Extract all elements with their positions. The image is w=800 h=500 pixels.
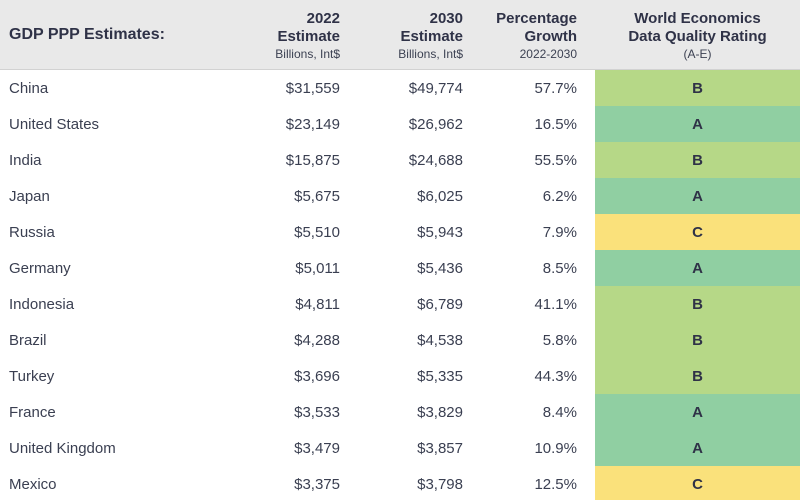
growth-value: 8.5% [542,259,577,277]
table-row: Mexico $3,375 $3,798 12.5% C [0,466,800,500]
table-row: Japan $5,675 $6,025 6.2% A [0,178,800,214]
column-header-percentage-growth: Percentage Growth 2022-2030 [463,0,577,69]
estimate-2030-value: $6,025 [417,187,463,205]
column-header-data-quality-rating: World Economics Data Quality Rating (A-E… [595,0,800,69]
column-header-subtitle: (A-E) [683,46,712,61]
table-title: GDP PPP Estimates: [9,25,165,43]
growth-value: 57.7% [534,79,577,97]
table-header-row: GDP PPP Estimates: 2022 Estimate Billion… [0,0,800,70]
estimate-2030-value: $5,943 [417,223,463,241]
growth-value: 7.9% [542,223,577,241]
column-header-line: Estimate [277,27,340,45]
rating-badge: A [595,178,800,214]
rating-badge: B [595,70,800,106]
growth-value: 41.1% [534,295,577,313]
column-header-2022-estimate: 2022 Estimate Billions, Int$ [250,0,340,69]
rating-badge: B [595,286,800,322]
estimate-2030-value: $5,335 [417,367,463,385]
estimate-2022-value: $5,011 [295,259,340,277]
growth-value: 6.2% [542,187,577,205]
column-header-line: Growth [524,27,578,45]
country-name: Indonesia [9,295,75,313]
rating-badge: A [595,394,800,430]
estimate-2022-value: $3,375 [294,475,340,493]
rating-badge: B [595,322,800,358]
rating-badge: B [595,142,800,178]
estimate-2022-value: $3,696 [294,367,340,385]
table-row: Germany $5,011 $5,436 8.5% A [0,250,800,286]
estimate-2022-value: $4,288 [294,331,340,349]
estimate-2030-value: $6,789 [417,295,463,313]
column-header-2030-estimate: 2030 Estimate Billions, Int$ [340,0,463,69]
estimate-2030-value: $4,538 [417,331,463,349]
column-header-line: Estimate [400,27,463,45]
estimate-2022-value: $31,559 [285,79,340,97]
column-header-subtitle: Billions, Int$ [275,46,340,61]
rating-badge: A [595,430,800,466]
estimate-2030-value: $3,857 [417,439,463,457]
rating-badge: C [595,214,800,250]
country-name: Turkey [9,367,55,385]
column-header-line: Data Quality Rating [628,27,767,45]
table-row: United States $23,149 $26,962 16.5% A [0,106,800,142]
estimate-2030-value: $49,774 [408,79,463,97]
growth-value: 10.9% [534,439,577,457]
country-name: United States [9,115,100,133]
estimate-2030-value: $3,798 [417,475,463,493]
country-name: Japan [9,187,50,205]
estimate-2022-value: $4,811 [295,295,340,313]
estimate-2030-value: $5,436 [417,259,463,277]
growth-value: 16.5% [534,115,577,133]
country-name: India [9,151,42,169]
growth-value: 5.8% [542,331,577,349]
estimate-2030-value: $26,962 [408,115,463,133]
table-row: Turkey $3,696 $5,335 44.3% B [0,358,800,394]
country-name: Brazil [9,331,47,349]
table-row: China $31,559 $49,774 57.7% B [0,70,800,106]
country-name: France [9,403,56,421]
country-name: Mexico [9,475,57,493]
estimate-2022-value: $5,675 [294,187,340,205]
table-row: France $3,533 $3,829 8.4% A [0,394,800,430]
estimate-2022-value: $15,875 [285,151,340,169]
rating-badge: C [595,466,800,500]
estimate-2022-value: $3,533 [294,403,340,421]
estimate-2030-value: $24,688 [408,151,463,169]
column-header-line: Percentage [496,9,577,27]
country-name: Russia [9,223,55,241]
column-header-line: 2030 [429,9,463,27]
rating-badge: A [595,106,800,142]
estimate-2022-value: $23,149 [285,115,340,133]
country-name: United Kingdom [9,439,116,457]
estimate-2030-value: $3,829 [417,403,463,421]
column-header-subtitle: 2022-2030 [519,46,577,61]
growth-value: 55.5% [534,151,577,169]
table-row: India $15,875 $24,688 55.5% B [0,142,800,178]
table-row: Indonesia $4,811 $6,789 41.1% B [0,286,800,322]
growth-value: 8.4% [542,403,577,421]
column-header-line: 2022 [306,9,340,27]
rating-badge: B [595,358,800,394]
country-name: China [9,79,49,97]
table-row: Brazil $4,288 $4,538 5.8% B [0,322,800,358]
column-header-subtitle: Billions, Int$ [398,46,463,61]
growth-value: 12.5% [534,475,577,493]
column-header-line: World Economics [634,9,761,27]
table-body: China $31,559 $49,774 57.7% B United Sta… [0,70,800,500]
country-name: Germany [9,259,71,277]
table-row: United Kingdom $3,479 $3,857 10.9% A [0,430,800,466]
growth-value: 44.3% [534,367,577,385]
rating-badge: A [595,250,800,286]
estimate-2022-value: $5,510 [294,223,340,241]
estimate-2022-value: $3,479 [294,439,340,457]
table-row: Russia $5,510 $5,943 7.9% C [0,214,800,250]
